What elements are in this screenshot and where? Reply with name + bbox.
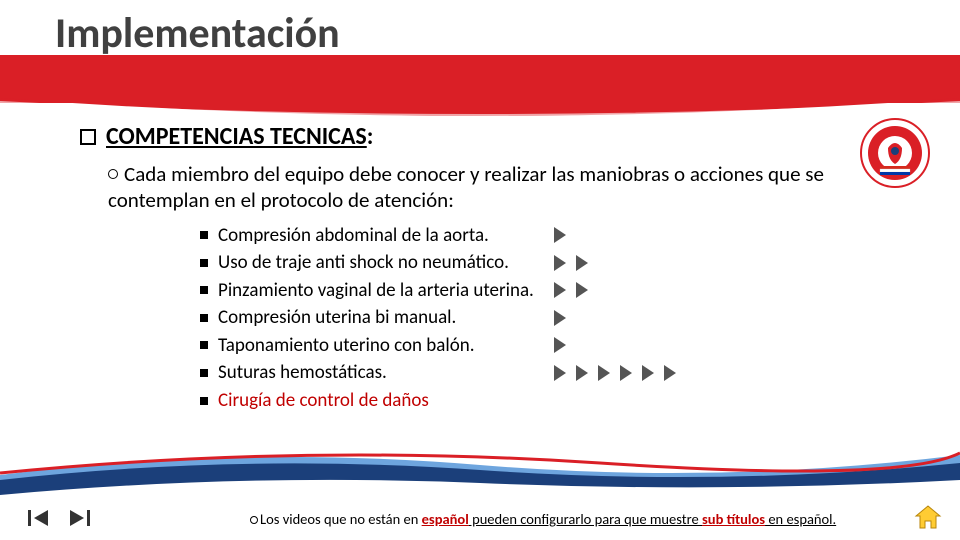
bottom-wave <box>0 435 960 495</box>
play-icon[interactable] <box>620 365 632 381</box>
play-arrow-group <box>554 255 588 271</box>
list-item: Taponamiento uterino con balón. <box>200 332 920 360</box>
list-item: Compresión abdominal de la aorta. <box>200 222 920 250</box>
square-bullet-icon <box>200 341 208 349</box>
content-area: COMPETENCIAS TECNICAS: Cada miembro del … <box>80 122 920 414</box>
intro-text: Cada miembro del equipo debe conocer y r… <box>108 161 824 213</box>
red-band <box>0 55 960 103</box>
play-icon[interactable] <box>554 282 566 298</box>
play-icon[interactable] <box>554 227 566 243</box>
footer-note: Los videos que no están en español puede… <box>250 510 900 528</box>
play-icon[interactable] <box>554 365 566 381</box>
play-arrow-group <box>554 337 566 353</box>
title-bar: Implementación <box>0 0 960 110</box>
page-title: Implementación <box>55 8 340 59</box>
list-item-text: Uso de traje anti shock no neumático. <box>218 249 548 277</box>
list-item-text: Pinzamiento vaginal de la arteria uterin… <box>218 277 548 305</box>
list-item: Pinzamiento vaginal de la arteria uterin… <box>200 277 920 305</box>
play-icon[interactable] <box>664 365 676 381</box>
footer-pre: Los videos que no están en <box>260 510 422 528</box>
square-bullet-icon <box>200 369 208 377</box>
section-header-text: COMPETENCIAS TECNICAS <box>106 122 367 151</box>
play-arrow-group <box>554 282 588 298</box>
square-bullet-icon <box>200 231 208 239</box>
nav-controls <box>28 508 90 528</box>
list-item: Uso de traje anti shock no neumático. <box>200 249 920 277</box>
play-arrow-group <box>554 310 566 326</box>
list-item-text: Taponamiento uterino con balón. <box>218 332 548 360</box>
section-header-colon: : <box>367 122 374 151</box>
footer-mid: pueden configurarlo para que muestre <box>469 510 702 528</box>
section-header: COMPETENCIAS TECNICAS: <box>80 122 920 151</box>
home-button[interactable] <box>914 504 942 530</box>
list-item-text: Cirugía de control de daños <box>218 387 548 415</box>
list-item-text: Compresión abdominal de la aorta. <box>218 222 548 250</box>
footer-subtitulos: sub títulos <box>702 510 765 528</box>
square-bullet-icon <box>200 286 208 294</box>
footer-espanol: español <box>422 510 469 528</box>
list-item: Suturas hemostáticas. <box>200 359 920 387</box>
red-curve <box>0 98 960 116</box>
square-bullet-icon <box>200 397 208 405</box>
square-bullet-icon <box>200 259 208 267</box>
play-icon[interactable] <box>576 365 588 381</box>
play-icon[interactable] <box>576 282 588 298</box>
section-intro: Cada miembro del equipo debe conocer y r… <box>108 161 888 214</box>
circle-bullet-icon <box>108 169 118 179</box>
play-icon[interactable] <box>576 255 588 271</box>
list-item: Compresión uterina bi manual. <box>200 304 920 332</box>
checkbox-bullet-icon <box>80 129 96 145</box>
list-item: Cirugía de control de daños <box>200 387 920 415</box>
play-arrow-group <box>554 227 566 243</box>
prev-slide-button[interactable] <box>28 508 50 528</box>
square-bullet-icon <box>200 314 208 322</box>
circle-bullet-icon <box>250 516 258 524</box>
play-icon[interactable] <box>642 365 654 381</box>
play-icon[interactable] <box>554 337 566 353</box>
footer-post: en español. <box>765 510 836 528</box>
play-icon[interactable] <box>554 255 566 271</box>
list-item-text: Suturas hemostáticas. <box>218 359 548 387</box>
play-icon[interactable] <box>554 310 566 326</box>
play-arrow-group <box>554 365 676 381</box>
next-slide-button[interactable] <box>68 508 90 528</box>
list-item-text: Compresión uterina bi manual. <box>218 304 548 332</box>
play-icon[interactable] <box>598 365 610 381</box>
bullet-list: Compresión abdominal de la aorta.Uso de … <box>200 222 920 415</box>
